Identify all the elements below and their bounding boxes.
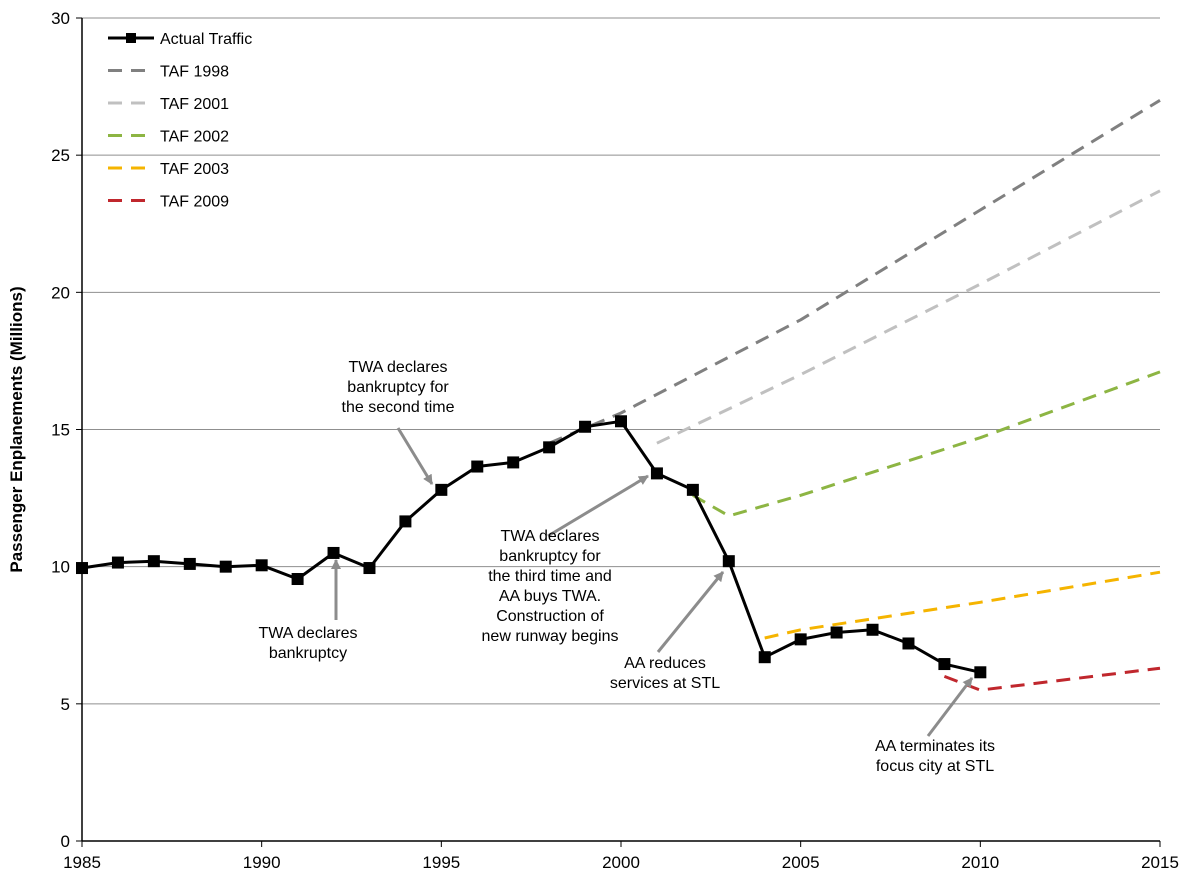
annotation-text: bankruptcy [269, 645, 347, 662]
data-point-actual-traffic [111, 556, 124, 569]
annotation-arrow [547, 474, 649, 538]
data-point-actual-traffic [147, 555, 160, 568]
data-point-actual-traffic [866, 623, 879, 636]
gridlines [82, 17, 1160, 705]
y-tick-label: 0 [61, 832, 70, 851]
series-line-taf-1998 [548, 99, 1161, 445]
annotation-text: AA terminates its [875, 738, 995, 755]
legend-item-actual-traffic: Actual Traffic [108, 31, 252, 48]
annotation-5: AA terminates its focus city at STL [875, 677, 995, 775]
y-tick-label: 15 [51, 421, 70, 440]
legend-marker [126, 33, 136, 43]
annotation-2: TWA declares bankruptcy for the second tim… [342, 359, 455, 485]
legend-label: TAF 2009 [160, 194, 229, 211]
annotation-arrow [656, 571, 725, 653]
data-point-actual-traffic [219, 560, 232, 573]
series-layer [76, 99, 1161, 692]
data-point-actual-traffic [758, 651, 771, 664]
annotations: TWA declares bankruptcy TWA declares bankru… [259, 359, 996, 775]
legend-item-taf-1998: TAF 1998 [108, 64, 229, 81]
legend-label: TAF 1998 [160, 64, 229, 81]
data-point-actual-traffic [255, 559, 268, 572]
x-tick-label: 2015 [1141, 853, 1179, 872]
annotation-text: the third time and [488, 568, 612, 585]
annotation-text: bankruptcy for [499, 548, 601, 565]
data-point-actual-traffic [399, 515, 412, 528]
series-line-taf-2002 [692, 370, 1161, 518]
x-tick-label: 2005 [782, 853, 820, 872]
annotation-text: TWA declares [259, 625, 358, 642]
legend: Actual Traffic TAF 1998 TAF 2001 TAF 2002 TA… [108, 31, 252, 211]
data-point-actual-traffic [543, 441, 556, 454]
annotation-text: services at STL [610, 675, 720, 692]
data-point-actual-traffic [794, 633, 807, 646]
data-point-actual-traffic [615, 415, 627, 428]
y-tick-label: 10 [51, 558, 70, 577]
annotation-text: Construction of [496, 608, 604, 625]
legend-item-taf-2009: TAF 2009 [108, 194, 229, 211]
x-tick-label: 1990 [243, 853, 281, 872]
legend-label: TAF 2001 [160, 96, 229, 113]
y-tick-label: 5 [61, 695, 70, 714]
data-point-actual-traffic [686, 483, 699, 496]
x-tick-label: 1995 [422, 853, 460, 872]
series-line-taf-2001 [656, 189, 1161, 445]
annotation-1: TWA declares bankruptcy [259, 559, 358, 662]
x-tick-label: 1985 [63, 853, 101, 872]
data-point-actual-traffic [902, 637, 915, 650]
data-point-actual-traffic [579, 420, 592, 433]
legend-label: TAF 2003 [160, 161, 229, 178]
legend-item-taf-2002: TAF 2002 [108, 129, 229, 146]
axes: 0 5 10 15 20 25 30 1985 1990 1995 2000 2005 2010 2015… [7, 9, 1179, 872]
annotation-text: focus city at STL [876, 758, 994, 775]
legend-label: TAF 2002 [160, 129, 229, 146]
y-axis-title: Passenger Enplanements (Millions) [7, 286, 26, 572]
annotation-text: the second time [342, 399, 455, 416]
annotation-4: AA reduces services at STL [610, 571, 725, 692]
data-point-actual-traffic [507, 456, 520, 469]
data-point-actual-traffic [327, 546, 340, 559]
data-point-actual-traffic [76, 562, 88, 575]
legend-item-taf-2001: TAF 2001 [108, 96, 229, 113]
legend-item-taf-2003: TAF 2003 [108, 161, 229, 178]
legend-label: Actual Traffic [160, 31, 252, 48]
y-tick-label: 30 [51, 9, 70, 28]
data-point-actual-traffic [363, 562, 376, 575]
data-point-actual-traffic [938, 658, 951, 671]
x-tick-label: 2010 [961, 853, 999, 872]
annotation-text: AA buys TWA. [499, 588, 601, 605]
data-point-actual-traffic [650, 467, 663, 480]
data-point-actual-traffic [291, 573, 304, 586]
data-point-actual-traffic [183, 557, 196, 570]
data-point-actual-traffic [974, 666, 987, 679]
y-tick-label: 25 [51, 146, 70, 165]
annotation-text: TWA declares [501, 528, 600, 545]
data-point-actual-traffic [830, 626, 843, 639]
annotation-arrow [396, 427, 434, 485]
y-tick-label: 20 [51, 283, 70, 302]
data-point-actual-traffic [435, 483, 448, 496]
annotation-arrow [926, 677, 974, 737]
data-point-actual-traffic [471, 460, 484, 473]
annotation-text: bankruptcy for [347, 379, 449, 396]
x-tick-label: 2000 [602, 853, 640, 872]
annotation-text: new runway begins [482, 628, 619, 645]
data-point-actual-traffic [722, 555, 735, 568]
annotation-text: TWA declares [349, 359, 448, 376]
annotation-text: AA reduces [624, 655, 706, 672]
series-line-taf-2003 [764, 570, 1161, 640]
series-line-taf-2009 [943, 666, 1161, 692]
annotation-3: TWA declares bankruptcy for the third time… [482, 474, 649, 645]
